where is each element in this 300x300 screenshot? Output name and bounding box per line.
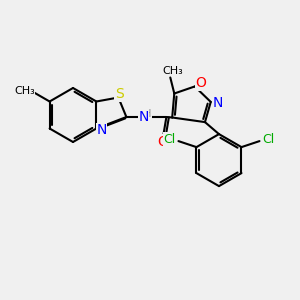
Text: Cl: Cl: [262, 133, 274, 146]
Text: N: N: [96, 124, 106, 137]
Text: H: H: [144, 109, 151, 119]
Text: O: O: [195, 76, 206, 91]
Text: Cl: Cl: [163, 133, 176, 146]
Text: CH₃: CH₃: [14, 85, 35, 95]
Text: S: S: [115, 88, 124, 101]
Text: CH₃: CH₃: [162, 65, 183, 76]
Text: N: N: [138, 110, 148, 124]
Text: N: N: [213, 96, 223, 110]
Text: O: O: [157, 135, 168, 149]
